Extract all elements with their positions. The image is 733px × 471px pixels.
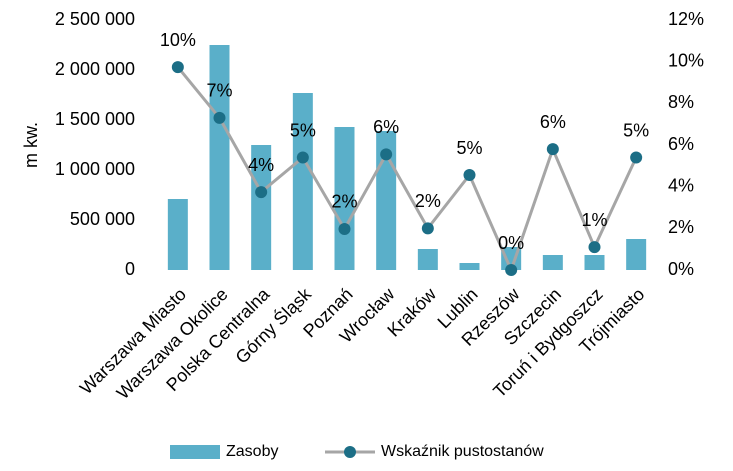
y2-tick-label: 2% — [668, 217, 694, 237]
bar — [459, 263, 480, 270]
y-tick-label: 2 500 000 — [55, 9, 135, 29]
bar — [251, 145, 272, 270]
marker — [546, 143, 559, 156]
marker — [588, 241, 601, 254]
marker — [380, 148, 393, 161]
y-tick-label: 1 500 000 — [55, 109, 135, 129]
data-label: 6% — [373, 117, 399, 137]
y-tick-label: 0 — [125, 259, 135, 279]
y-axis-label: m kw. — [21, 122, 41, 168]
bar — [167, 199, 188, 270]
bar — [334, 127, 355, 270]
data-label: 5% — [456, 138, 482, 158]
bar — [292, 93, 313, 270]
y2-tick-label: 10% — [668, 50, 704, 70]
data-label: 1% — [581, 210, 607, 230]
marker — [421, 222, 434, 235]
legend-swatch — [170, 445, 220, 459]
marker — [505, 264, 518, 276]
marker — [255, 186, 268, 199]
y-tick-label: 2 000 000 — [55, 59, 135, 79]
marker — [213, 111, 226, 124]
data-label: 2% — [415, 191, 441, 211]
bar — [209, 45, 230, 270]
bar — [542, 255, 563, 270]
legend-label: Zasoby — [226, 443, 278, 460]
marker — [296, 151, 309, 164]
data-label: 6% — [540, 112, 566, 132]
y2-tick-label: 4% — [668, 175, 694, 195]
y2-tick-label: 12% — [668, 9, 704, 29]
y2-tick-label: 8% — [668, 92, 694, 112]
marker — [630, 151, 643, 164]
legend-label: Wskaźnik pustostanów — [381, 443, 544, 460]
legend-marker — [344, 446, 356, 458]
data-label: 0% — [498, 233, 524, 253]
marker — [171, 61, 184, 74]
y2-tick-label: 0% — [668, 259, 694, 279]
bar — [626, 239, 647, 270]
data-label: 7% — [206, 81, 232, 101]
y-tick-label: 500 000 — [70, 209, 135, 229]
marker — [463, 169, 476, 181]
line — [176, 66, 638, 275]
y-tick-label: 1 000 000 — [55, 159, 135, 179]
marker — [338, 222, 351, 235]
data-label: 4% — [248, 155, 274, 175]
bar — [417, 249, 438, 270]
y2-tick-label: 6% — [668, 134, 694, 154]
data-label: 5% — [623, 120, 649, 140]
data-label: 10% — [160, 30, 196, 50]
bar — [584, 255, 605, 270]
data-label: 5% — [290, 120, 316, 140]
data-label: 2% — [331, 192, 357, 212]
